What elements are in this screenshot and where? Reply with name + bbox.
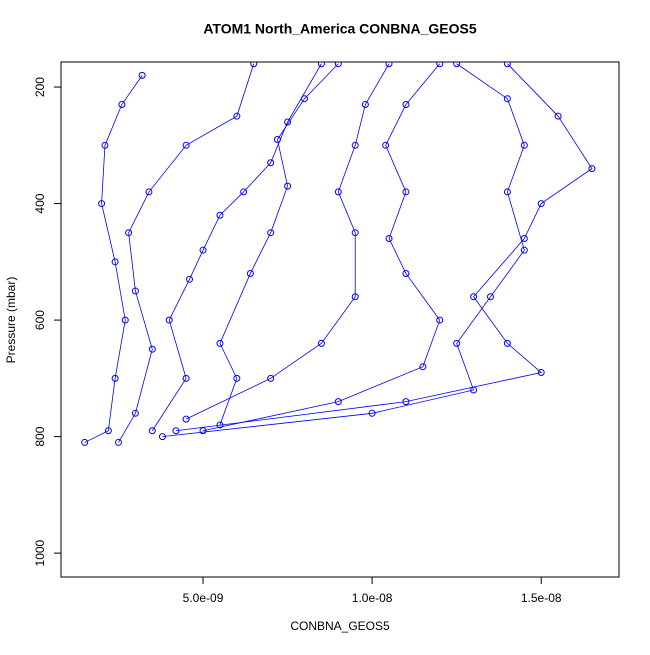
point xyxy=(131,287,139,295)
point xyxy=(240,188,248,196)
y-tick-label: 400 xyxy=(33,193,47,213)
point xyxy=(402,188,410,196)
point xyxy=(267,374,275,382)
point xyxy=(334,62,342,68)
profile-line xyxy=(118,63,255,443)
point xyxy=(554,112,562,120)
y-axis-label: Pressure (mbar) xyxy=(4,277,18,364)
point xyxy=(520,141,528,149)
point xyxy=(385,235,393,243)
point xyxy=(145,188,153,196)
point xyxy=(98,200,106,208)
point xyxy=(486,293,494,301)
profile-line xyxy=(162,63,525,437)
point xyxy=(101,141,109,149)
point xyxy=(250,62,258,68)
point xyxy=(520,235,528,243)
point xyxy=(121,316,129,324)
point xyxy=(182,415,190,423)
point xyxy=(361,101,369,109)
point xyxy=(317,339,325,347)
point xyxy=(114,438,122,446)
point xyxy=(402,101,410,109)
point xyxy=(402,269,410,277)
profile-line xyxy=(84,75,143,443)
point xyxy=(246,269,254,277)
point xyxy=(537,200,545,208)
chart-title: ATOM1 North_America CONBNA_GEOS5 xyxy=(203,21,477,37)
point xyxy=(182,374,190,382)
point xyxy=(453,62,461,68)
point xyxy=(131,409,139,417)
point xyxy=(233,374,241,382)
point xyxy=(300,95,308,103)
y-tick-label: 800 xyxy=(33,426,47,446)
point xyxy=(267,229,275,237)
point xyxy=(537,369,545,377)
profile-line xyxy=(219,63,339,426)
point xyxy=(351,229,359,237)
point xyxy=(284,118,292,126)
point xyxy=(368,409,376,417)
point xyxy=(118,101,126,109)
point xyxy=(216,339,224,347)
x-tick-label: 1.0e-08 xyxy=(352,591,393,605)
point xyxy=(233,112,241,120)
point xyxy=(81,438,89,446)
point xyxy=(503,62,511,68)
point xyxy=(165,316,173,324)
point xyxy=(503,95,511,103)
point xyxy=(182,141,190,149)
y-tick-label: 200 xyxy=(33,77,47,97)
point xyxy=(402,398,410,406)
x-tick-label: 1.5e-08 xyxy=(521,591,562,605)
point xyxy=(436,62,444,68)
point xyxy=(351,293,359,301)
point xyxy=(436,316,444,324)
point xyxy=(317,62,325,68)
point xyxy=(186,275,194,283)
point xyxy=(470,293,478,301)
plot-frame xyxy=(60,61,620,578)
point xyxy=(172,427,180,435)
point xyxy=(158,433,166,441)
profile-line xyxy=(175,63,593,432)
point xyxy=(199,427,207,435)
point xyxy=(148,427,156,435)
x-axis-label: CONBNA_GEOS5 xyxy=(290,619,390,633)
point xyxy=(216,211,224,219)
point xyxy=(334,398,342,406)
point xyxy=(520,246,528,254)
point xyxy=(385,62,393,68)
x-tick-label: 5.0e-09 xyxy=(183,591,224,605)
point xyxy=(111,374,119,382)
point xyxy=(199,246,207,254)
point xyxy=(351,141,359,149)
point xyxy=(503,188,511,196)
profile-line xyxy=(202,63,441,432)
y-tick-label: 600 xyxy=(33,310,47,330)
point xyxy=(267,159,275,167)
point xyxy=(148,345,156,353)
point xyxy=(125,229,133,237)
point xyxy=(334,188,342,196)
point xyxy=(588,165,596,173)
y-tick-label: 1000 xyxy=(33,539,47,566)
point xyxy=(453,339,461,347)
point xyxy=(382,141,390,149)
point xyxy=(284,182,292,190)
point xyxy=(104,427,112,435)
point xyxy=(419,363,427,371)
point xyxy=(503,339,511,347)
point xyxy=(138,71,146,79)
point xyxy=(273,135,281,143)
point xyxy=(111,258,119,266)
profile-line xyxy=(185,63,390,420)
